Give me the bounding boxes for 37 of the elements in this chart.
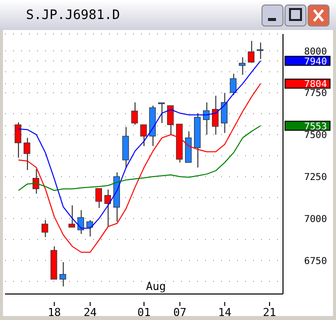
candlestick <box>14 122 22 158</box>
y-tick-label: 6750 <box>304 256 328 267</box>
candlestick <box>42 220 48 238</box>
candlestick <box>158 102 165 124</box>
candlestick <box>68 204 76 228</box>
y-tick-label: 7000 <box>304 214 328 226</box>
candlestick <box>238 56 246 76</box>
x-tick-label: 14 <box>218 306 232 319</box>
y-tick-label: 7940 <box>304 56 328 68</box>
x-tick-label: 24 <box>84 306 98 319</box>
candlestick <box>248 40 254 64</box>
candlestick <box>220 92 228 134</box>
candlestick <box>167 105 174 136</box>
y-tick-label: 7804 <box>304 79 328 90</box>
candlestick <box>24 137 30 171</box>
candlestick <box>256 42 264 60</box>
candlestick <box>95 188 102 208</box>
y-tick-label: 7750 <box>304 88 328 100</box>
x-tick-label: 21 <box>262 306 276 319</box>
candlestick <box>60 262 66 287</box>
y-tick-label: 7250 <box>304 172 328 184</box>
candlestick <box>122 126 129 169</box>
candlestick <box>131 102 138 126</box>
x-tick-label: 01 <box>137 306 151 319</box>
line-series <box>18 125 262 192</box>
x-tick-label: 07 <box>173 306 186 319</box>
y-tick-label: 8000 <box>304 46 328 58</box>
candlestick <box>212 95 219 136</box>
line-series <box>18 83 262 253</box>
y-tick-label: 7553 <box>304 121 327 132</box>
y-tick-label: 7500 <box>304 130 328 142</box>
candlestick <box>230 73 236 96</box>
x-tick-label: 18 <box>48 306 61 319</box>
chart-title: S.JP.J6981.D <box>26 8 120 23</box>
annotation: Aug <box>146 280 166 293</box>
candlestick <box>104 188 111 228</box>
candlestick <box>140 124 147 147</box>
